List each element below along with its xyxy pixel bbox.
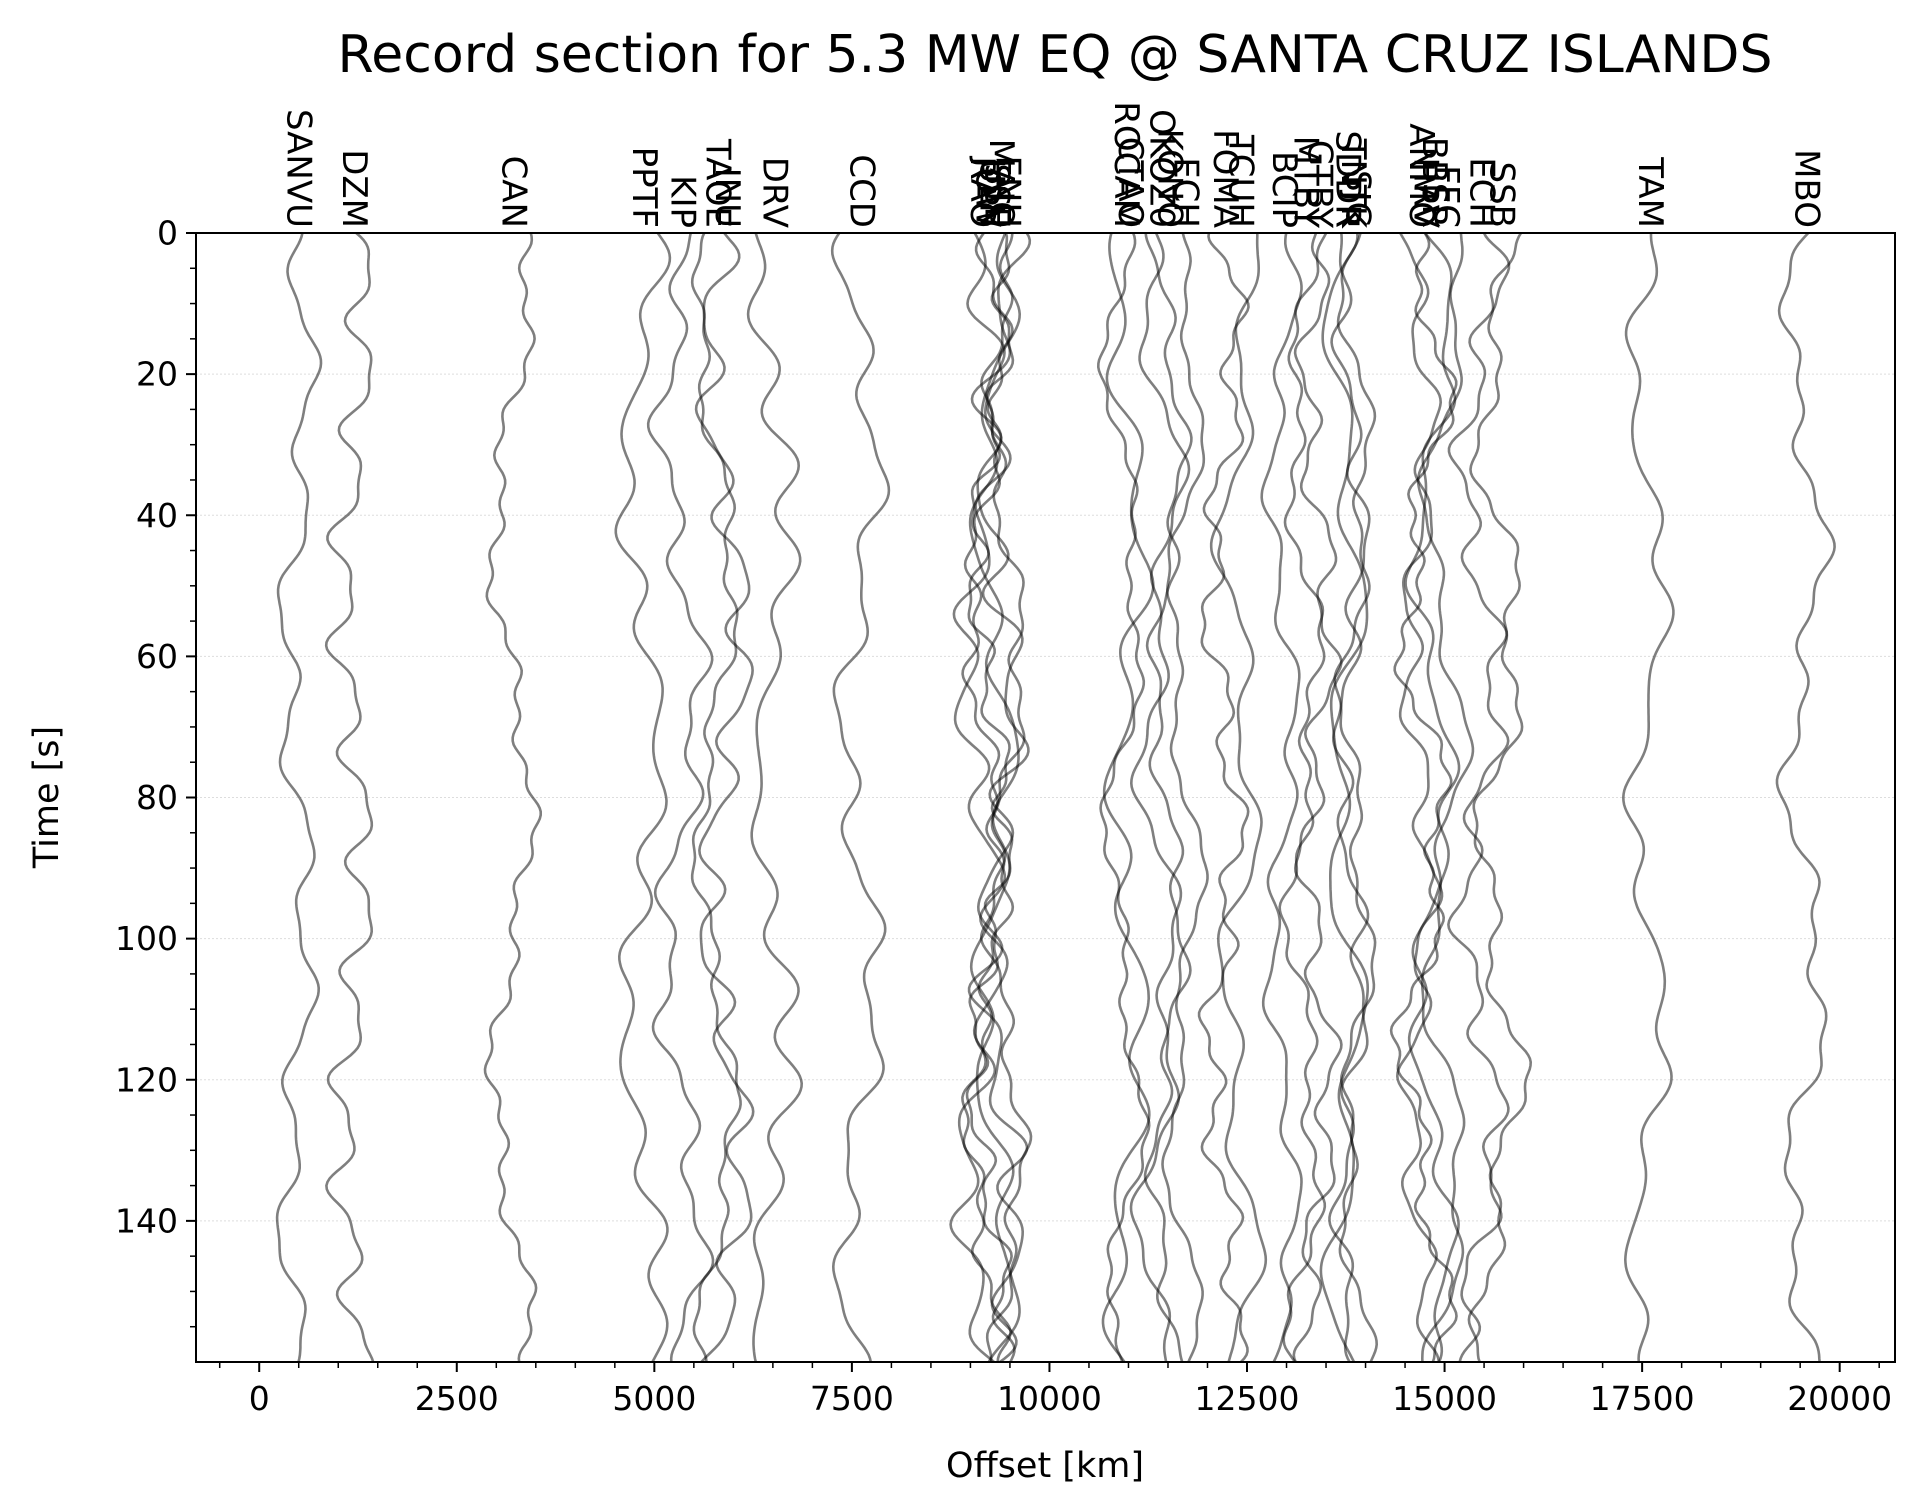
station-label-majo: MAJO [981, 139, 1021, 228]
station-label-ffc: FFC [1426, 165, 1466, 228]
y-axis-label: Time [s] [27, 726, 67, 869]
x-tick-label-5: 12500 [1195, 1379, 1300, 1418]
station-label-ech: ECH [1462, 157, 1502, 228]
station-label-rao: RAO [962, 156, 1002, 228]
y-tick-label-7: 140 [115, 1201, 178, 1240]
trace-sddr [1319, 232, 1370, 1363]
station-label-ctao: CTAO [1110, 137, 1150, 228]
station-label-bbsr: BBSR [1414, 137, 1454, 228]
station-label-bcip: BCIP [1264, 151, 1304, 228]
x-tick-label-7: 17500 [1590, 1379, 1695, 1418]
x-axis-label: Offset [km] [946, 1446, 1144, 1486]
trace-tam [1621, 233, 1675, 1363]
trace-tcuh [1209, 233, 1268, 1363]
station-label-dzm: DZM [334, 149, 374, 228]
x-tick-label-6: 15000 [1392, 1379, 1497, 1418]
station-label-tcuh: TCUH [1221, 134, 1261, 228]
x-tick-label-4: 10000 [997, 1379, 1102, 1418]
station-label-hrv: HRV [1406, 157, 1446, 228]
station-label-uln: ULN [972, 159, 1012, 228]
station-label-ccd: CCD [841, 154, 881, 228]
station-label-tntk: TNTK [1333, 138, 1373, 230]
trace-foma [1197, 232, 1250, 1363]
trace-mbo [1775, 232, 1836, 1363]
station-label-ssb: SSB [1481, 162, 1521, 229]
trace-gtby [1292, 232, 1343, 1363]
y-axis: 0 20 40 60 80 100 120 140 [115, 214, 196, 1328]
station-label-anmo: ANMO [1401, 123, 1441, 228]
x-tick-label-2: 5000 [612, 1379, 696, 1418]
trace-ssb [1467, 232, 1533, 1363]
trace-anmo [1395, 232, 1444, 1363]
y-tick-label-4: 80 [136, 778, 178, 817]
chart-title: Record section for 5.3 MW EQ @ SANTA CRU… [338, 25, 1773, 85]
trace-dzm [324, 232, 375, 1363]
trace-ffc [1416, 232, 1475, 1363]
trace-tntk [1328, 232, 1371, 1363]
trace-rao [949, 232, 1012, 1364]
trace-inu [694, 232, 755, 1363]
trace-mtby [1278, 232, 1328, 1363]
y-tick-label-5: 100 [115, 919, 178, 958]
station-label-taoe: TAOE [698, 138, 738, 228]
y-tick-label-2: 40 [136, 496, 178, 535]
trace-majo [967, 232, 1032, 1364]
gridlines [196, 373, 1895, 1222]
y-tick-label-3: 60 [136, 637, 178, 676]
station-label-mtby: MTBY [1285, 136, 1325, 229]
station-label-enh: ENH [988, 156, 1028, 228]
station-label-inu: INU [707, 168, 747, 228]
station-label-tam: TAM [1630, 156, 1670, 228]
x-tick-label-1: 2500 [415, 1379, 499, 1418]
station-label-sddr: SDDR [1327, 130, 1367, 228]
station-label-jow: JOW [968, 156, 1008, 228]
station-label-pptf: PPTF [624, 147, 664, 228]
station-label-okoz0: OKOZ0 [1142, 109, 1182, 228]
station-label-kip: KIP [663, 175, 703, 228]
x-tick-label-0: 0 [249, 1379, 270, 1418]
station-label-can: CAN [494, 156, 534, 228]
trace-drv [746, 232, 804, 1363]
y-tick-label-1: 20 [136, 355, 178, 394]
trace-pptf [614, 232, 672, 1363]
y-tick-label-0: 0 [157, 214, 178, 253]
x-tick-label-8: 20000 [1787, 1379, 1892, 1418]
trace-kono [1143, 232, 1193, 1363]
station-label-mbo: MBO [1786, 149, 1826, 228]
trace-ctao [1101, 232, 1155, 1363]
station-label-foma: FOMA [1205, 129, 1245, 228]
station-label-kono: KONO [1150, 129, 1190, 228]
trace-sanvu [275, 232, 323, 1363]
y-tick-label-6: 120 [115, 1060, 178, 1099]
trace-ccd [830, 232, 891, 1363]
station-label-gtby: GTBY [1300, 140, 1340, 228]
trace-hrv [1389, 232, 1458, 1363]
trace-bcip [1260, 232, 1303, 1363]
trace-enh [979, 232, 1033, 1363]
station-label-sanvu: SANVU [279, 109, 319, 228]
trace-can [483, 232, 542, 1363]
trace-taoe [690, 232, 742, 1363]
trace-sjg [1333, 232, 1379, 1363]
x-axis: 0 2500 5000 7500 10000 12500 15000 17500 20000 [218, 1362, 1892, 1418]
station-label-drv: DRV [754, 157, 794, 228]
station-label-rocam: ROCAM [1106, 101, 1146, 228]
station-label-sse: SSE [976, 163, 1016, 228]
trace-kip [646, 232, 715, 1363]
trace-ech [1161, 232, 1209, 1363]
trace-okoz0 [1129, 232, 1191, 1363]
station-label-ech: ECH [1165, 157, 1205, 228]
x-tick-label-3: 7500 [810, 1379, 894, 1418]
station-label-sjg: SJG [1338, 170, 1378, 228]
seismic-traces [275, 232, 1836, 1364]
